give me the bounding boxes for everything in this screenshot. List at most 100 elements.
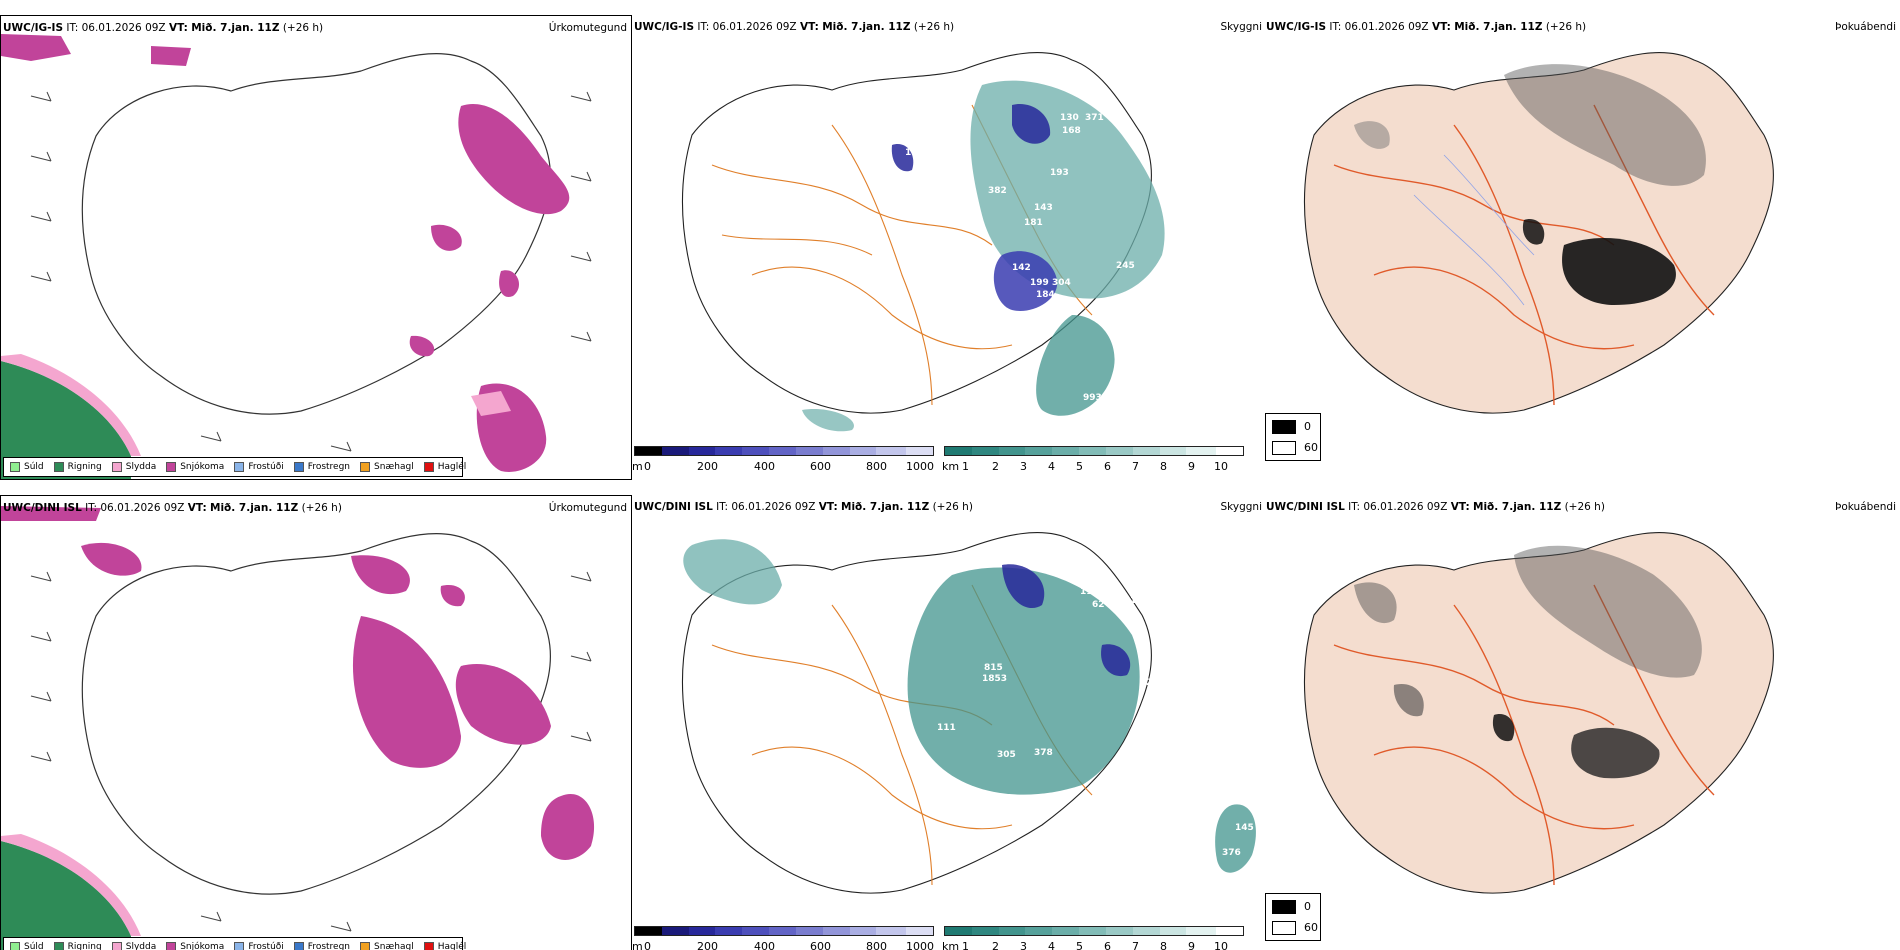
cloud-label: 304 (1052, 278, 1071, 288)
legend-item: Rigning (53, 462, 102, 472)
swatch (10, 942, 20, 950)
cloud-base-colorbar-bottom: m 0 200 400 600 800 1000 (632, 926, 934, 950)
precip-map-top (1, 16, 631, 479)
fog-title-top: Þokuábendi (1835, 21, 1896, 33)
fog-map-bottom (1304, 532, 1774, 894)
swatch (53, 462, 64, 472)
cloud-label: 168 (1062, 126, 1081, 136)
header-bottom-cloud: UWC/DINI ISL IT: 06.01.2026 09Z VT: Mið.… (634, 501, 973, 513)
cloud-label: 181 (1024, 218, 1043, 228)
swatch (166, 942, 177, 950)
colorbar-unit: km (942, 460, 960, 473)
cloud-label: 134 (939, 248, 958, 258)
colorbar-tick: 200 (697, 940, 718, 950)
legend-item: Frostregn (293, 942, 350, 950)
cloud-label: 111 (937, 723, 956, 733)
precip-title-top: Úrkomutegund (548, 22, 627, 34)
precip-legend-bottom: Súld Rigning Slydda Snjókoma Frostúði Fr… (3, 937, 466, 950)
cloud-label: 130 (1060, 113, 1079, 123)
visibility-colorbar-top: km 1 2 3 4 5 6 7 8 9 10 (942, 446, 1244, 474)
colorbar-tick: 800 (866, 460, 887, 473)
legend-item: Frostúði (234, 942, 284, 950)
colorbar-tick: 9 (1188, 940, 1195, 950)
cloud-title-bottom: Skyggni (1220, 501, 1263, 513)
swatch (111, 942, 122, 950)
colorbar-tick: 1000 (906, 460, 934, 473)
fog-high-swatch (1272, 900, 1296, 914)
legend-item: Súld (10, 462, 44, 472)
legend-item: Snjókoma (166, 462, 224, 472)
colorbar-tick: 200 (697, 460, 718, 473)
fog-panel-bottom: UWC/DINI ISL IT: 06.01.2026 09Z VT: Mið.… (1264, 495, 1900, 950)
cloud-label: 993 (1083, 393, 1102, 403)
legend-item: Haglél (423, 462, 466, 472)
legend-item: Snæhagl (360, 942, 414, 950)
colorbar-tick: 10 (1214, 460, 1228, 473)
legend-item: Snæhagl (360, 462, 414, 472)
cloud-base-colorbar-top: m 0 200 400 600 800 1000 (632, 446, 934, 474)
precip-legend-top: Súld Rigning Slydda Snjókoma Frostúði Fr… (3, 457, 466, 477)
colorbar-tick: 6 (1104, 460, 1111, 473)
cloud-label: 305 (997, 750, 1016, 760)
fog-legend-box-top: 0 60 (1265, 413, 1321, 461)
colorbar-tick: 2 (992, 460, 999, 473)
fog-low-label: 60 (1304, 441, 1318, 454)
cloud-label: 184 (1036, 290, 1055, 300)
fog-high-label: 0 (1304, 420, 1311, 433)
cloud-label: 597 (1158, 725, 1177, 735)
fog-low-swatch (1272, 921, 1296, 935)
colorbar-tick: 7 (1132, 460, 1139, 473)
colorbar (634, 446, 934, 456)
header-top-cloud: UWC/IG-IS IT: 06.01.2026 09Z VT: Mið. 7.… (634, 21, 955, 33)
colorbar-tick: 4 (1048, 940, 1055, 950)
fog-high-label: 0 (1304, 900, 1311, 913)
cloud-label: 62 (1092, 600, 1105, 610)
colorbar-tick: 400 (754, 460, 775, 473)
legend-item: Slydda (111, 462, 156, 472)
legend-item: Súld (10, 942, 44, 950)
header-bottom-precip: UWC/DINI ISL IT: 06.01.2026 09Z VT: Mið.… (3, 502, 342, 514)
legend-item: Haglél (423, 942, 466, 950)
cloud-visibility-panel-top: 371 130 168 101 382 193 143 181 134 142 … (632, 15, 1264, 480)
precip-title-bottom: Úrkomutegund (548, 502, 627, 514)
colorbar-tick: 800 (866, 940, 887, 950)
colorbar-tick: 10 (1214, 940, 1228, 950)
swatch (111, 462, 122, 472)
cloud-label: 382 (988, 186, 1007, 196)
legend-item: Snjókoma (166, 942, 224, 950)
precip-map-bottom (1, 496, 631, 950)
swatch (360, 942, 371, 950)
cloud-label: 199 (1030, 278, 1049, 288)
colorbar-tick: 9 (1188, 460, 1195, 473)
cloud-label: 145 (1235, 823, 1254, 833)
legend-item: Rigning (53, 942, 102, 950)
precip-type-panel-bottom: UWC/DINI ISL IT: 06.01.2026 09Z VT: Mið.… (0, 495, 632, 950)
colorbar-tick: 8 (1160, 460, 1167, 473)
header-top-fog: UWC/IG-IS IT: 06.01.2026 09Z VT: Mið. 7.… (1266, 21, 1587, 33)
fog-panel-top: UWC/IG-IS IT: 06.01.2026 09Z VT: Mið. 7.… (1264, 15, 1900, 480)
colorbar-tick: 8 (1160, 940, 1167, 950)
cloud-label: 245 (1116, 261, 1135, 271)
colorbar (634, 926, 934, 936)
colorbar-tick: 400 (754, 940, 775, 950)
colorbar-tick: 6 (1104, 940, 1111, 950)
cloud-map-bottom: 815 1853 111 305 378 118 62 160 265 597 … (682, 532, 1256, 894)
cloud-label: 371 (1085, 113, 1104, 123)
cloud-label: 101 (905, 148, 924, 158)
fog-high-swatch (1272, 420, 1296, 434)
swatch (360, 462, 371, 472)
colorbar-tick: 3 (1020, 940, 1027, 950)
fog-low-label: 60 (1304, 921, 1318, 934)
header-bottom-fog: UWC/DINI ISL IT: 06.01.2026 09Z VT: Mið.… (1266, 501, 1605, 513)
cloud-title-top: Skyggni (1220, 21, 1263, 33)
swatch (293, 462, 304, 472)
colorbar-tick: 5 (1076, 460, 1083, 473)
colorbar-tick: 3 (1020, 460, 1027, 473)
swatch (293, 942, 304, 950)
colorbar-tick: 1 (962, 940, 969, 950)
colorbar-tick: 7 (1132, 940, 1139, 950)
fog-low-swatch (1272, 441, 1296, 455)
cloud-label: 378 (1034, 748, 1053, 758)
cloud-map-top: 371 130 168 101 382 193 143 181 134 142 … (682, 52, 1165, 432)
cloud-label: 265 (1146, 678, 1165, 688)
